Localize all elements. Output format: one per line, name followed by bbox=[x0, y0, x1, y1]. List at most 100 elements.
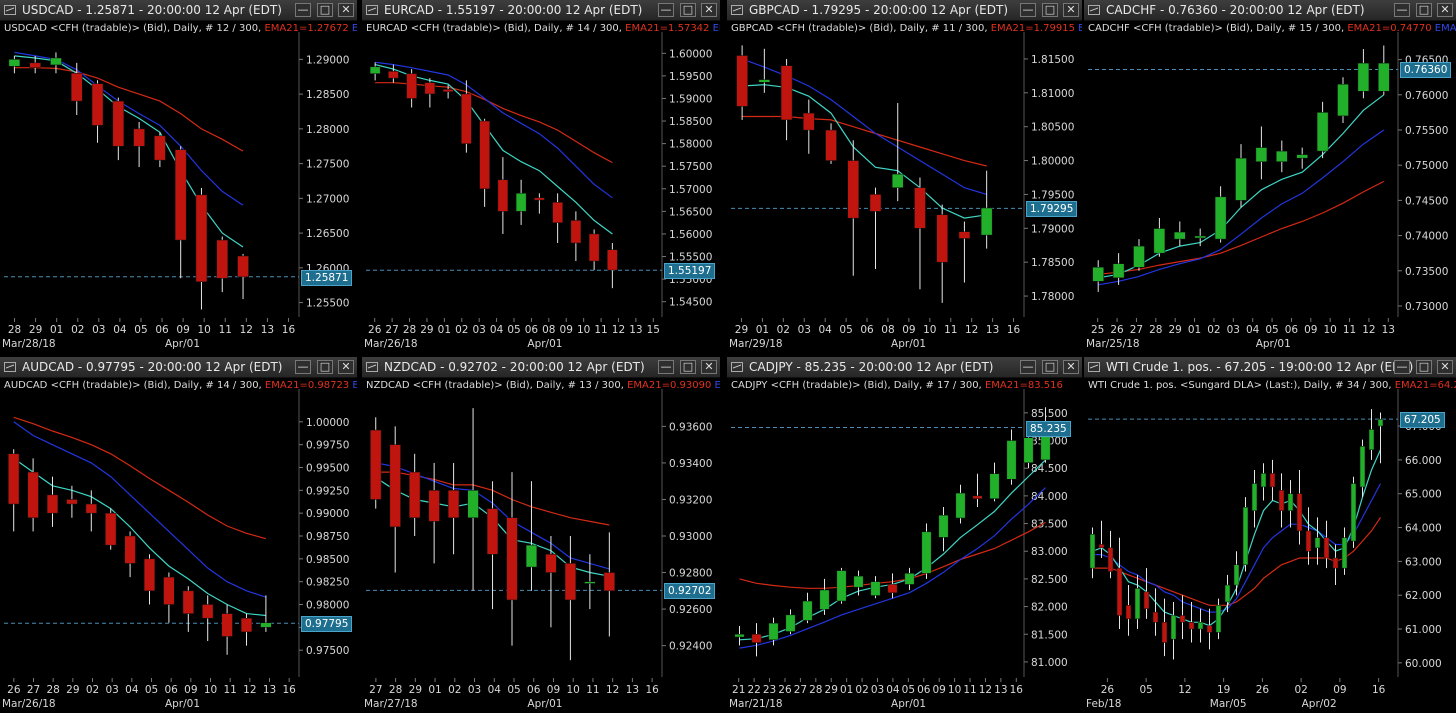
candle[interactable] bbox=[802, 592, 813, 624]
candle[interactable] bbox=[202, 595, 214, 642]
candle[interactable] bbox=[216, 236, 228, 293]
candle[interactable] bbox=[409, 453, 421, 536]
maximize-icon[interactable]: □ bbox=[317, 3, 333, 17]
minimize-icon[interactable]: — bbox=[1020, 360, 1036, 374]
candle[interactable] bbox=[240, 613, 253, 646]
minimize-icon[interactable]: — bbox=[1020, 3, 1036, 17]
candle[interactable] bbox=[1377, 412, 1384, 464]
candle[interactable] bbox=[869, 187, 882, 269]
candle[interactable] bbox=[195, 187, 208, 310]
candle[interactable] bbox=[1116, 537, 1123, 630]
candle[interactable] bbox=[1316, 101, 1329, 159]
candle[interactable] bbox=[27, 458, 39, 532]
candle[interactable] bbox=[1296, 147, 1308, 169]
candle[interactable] bbox=[584, 554, 596, 610]
candle[interactable] bbox=[369, 62, 381, 81]
candle[interactable] bbox=[105, 508, 117, 550]
candle[interactable] bbox=[1179, 595, 1186, 640]
candle[interactable] bbox=[8, 55, 21, 74]
candle[interactable] bbox=[260, 595, 272, 632]
candle[interactable] bbox=[124, 531, 136, 578]
candle[interactable] bbox=[497, 157, 509, 234]
candle[interactable] bbox=[958, 221, 971, 283]
candle[interactable] bbox=[853, 570, 864, 596]
candle[interactable] bbox=[29, 55, 41, 74]
candle[interactable] bbox=[768, 617, 779, 646]
candle[interactable] bbox=[603, 532, 615, 637]
candle[interactable] bbox=[545, 536, 557, 628]
candle[interactable] bbox=[751, 623, 762, 657]
panel-titlebar[interactable]: USDCAD - 1.25871 - 20:00:00 12 Apr (EDT)… bbox=[0, 0, 357, 21]
candle[interactable] bbox=[847, 140, 860, 276]
candle[interactable] bbox=[163, 572, 175, 623]
candle[interactable] bbox=[461, 80, 472, 153]
candle[interactable] bbox=[1269, 459, 1276, 501]
minimize-icon[interactable]: — bbox=[658, 360, 674, 374]
candle[interactable] bbox=[1206, 608, 1213, 650]
candle[interactable] bbox=[237, 253, 249, 300]
candle[interactable] bbox=[1235, 144, 1247, 208]
maximize-icon[interactable]: □ bbox=[1416, 360, 1432, 374]
candle[interactable] bbox=[1107, 530, 1114, 579]
candle[interactable] bbox=[570, 211, 582, 262]
candlestick-chart[interactable]: 1.00000 0.99750 0.99500 0.99250 0.99000 0.987… bbox=[0, 357, 357, 713]
candlestick-chart[interactable]: 0.93600 0.93400 0.93200 0.93000 0.92800 0.926… bbox=[362, 357, 720, 713]
candle[interactable] bbox=[1152, 588, 1159, 636]
candle[interactable] bbox=[1153, 217, 1166, 257]
candle[interactable] bbox=[734, 625, 745, 646]
candle[interactable] bbox=[525, 481, 538, 591]
candlestick-chart[interactable]: 85.50085.00084.50084.00083.50083.00082.5… bbox=[727, 357, 1082, 713]
candle[interactable] bbox=[1092, 260, 1104, 292]
chart-panel[interactable]: NZDCAD - 0.92702 - 20:00:00 12 Apr (EDT)… bbox=[362, 357, 720, 713]
candle[interactable] bbox=[989, 462, 1000, 502]
candle[interactable] bbox=[515, 179, 527, 225]
candle[interactable] bbox=[1378, 45, 1390, 95]
panel-titlebar[interactable]: WTI Crude 1. pos. - 67.205 - 19:00:00 12… bbox=[1084, 357, 1456, 378]
panel-titlebar[interactable]: EURCAD - 1.55197 - 20:00:00 12 Apr (EDT)… bbox=[362, 0, 720, 21]
candle[interactable] bbox=[174, 146, 187, 279]
candle[interactable] bbox=[1089, 527, 1096, 579]
candle[interactable] bbox=[758, 48, 771, 93]
candle[interactable] bbox=[1296, 470, 1303, 545]
candle[interactable] bbox=[1251, 470, 1258, 528]
candle[interactable] bbox=[1233, 551, 1240, 596]
candle[interactable] bbox=[424, 78, 436, 108]
candle[interactable] bbox=[133, 121, 145, 168]
candle[interactable] bbox=[1278, 473, 1285, 528]
candle[interactable] bbox=[1194, 228, 1206, 247]
candle[interactable] bbox=[564, 536, 577, 661]
candle[interactable] bbox=[479, 118, 490, 207]
candle[interactable] bbox=[370, 417, 382, 509]
maximize-icon[interactable]: □ bbox=[680, 3, 696, 17]
candle[interactable] bbox=[1323, 520, 1330, 569]
candle[interactable] bbox=[182, 586, 194, 632]
candle[interactable] bbox=[836, 567, 847, 604]
candle[interactable] bbox=[607, 242, 618, 289]
candle[interactable] bbox=[1112, 253, 1125, 285]
minimize-icon[interactable]: — bbox=[1394, 360, 1410, 374]
chart-panel[interactable]: WTI Crude 1. pos. - 67.205 - 19:00:00 12… bbox=[1084, 357, 1456, 713]
panel-titlebar[interactable]: CADCHF - 0.76360 - 20:00:00 12 Apr (EDT)… bbox=[1084, 0, 1456, 21]
minimize-icon[interactable]: — bbox=[658, 3, 674, 17]
candle[interactable] bbox=[442, 84, 454, 99]
close-icon[interactable]: ✕ bbox=[1437, 3, 1453, 17]
maximize-icon[interactable]: □ bbox=[1416, 3, 1432, 17]
candle[interactable] bbox=[1197, 608, 1204, 643]
candle[interactable] bbox=[221, 604, 233, 655]
candle[interactable] bbox=[904, 567, 915, 590]
candlestick-chart[interactable]: 1.60000 1.59500 1.59000 1.58500 1.58000 1.575… bbox=[362, 0, 720, 353]
candle[interactable] bbox=[428, 462, 440, 564]
candle[interactable] bbox=[1260, 463, 1267, 501]
candle[interactable] bbox=[588, 229, 600, 271]
candle[interactable] bbox=[50, 52, 62, 74]
close-icon[interactable]: ✕ bbox=[1437, 360, 1453, 374]
chart-panel[interactable]: GBPCAD - 1.79295 - 20:00:00 12 Apr (EDT)… bbox=[727, 0, 1082, 353]
candle[interactable] bbox=[71, 62, 83, 115]
candle[interactable] bbox=[1276, 140, 1288, 173]
candle[interactable] bbox=[143, 554, 156, 605]
candle[interactable] bbox=[938, 506, 949, 552]
candle[interactable] bbox=[66, 485, 78, 518]
candle[interactable] bbox=[1357, 49, 1370, 99]
candle[interactable] bbox=[1359, 439, 1366, 498]
maximize-icon[interactable]: □ bbox=[680, 360, 696, 374]
